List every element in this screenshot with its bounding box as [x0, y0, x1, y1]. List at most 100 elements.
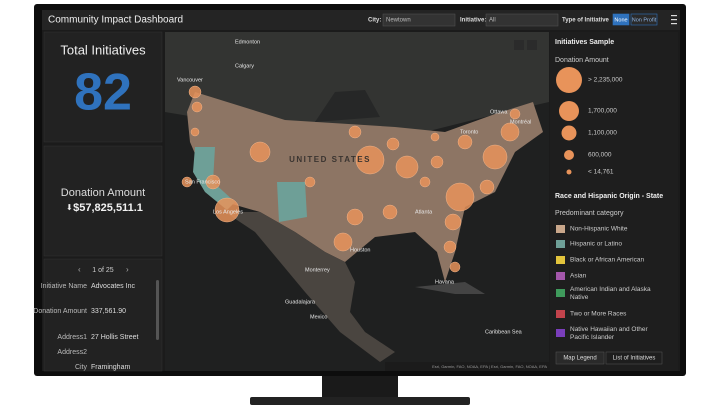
donation-bubble[interactable] [443, 240, 457, 254]
detail-label: Address2 [57, 349, 87, 356]
category-swatch [556, 289, 565, 297]
size-symbol [556, 67, 582, 93]
place-label: San Francisco [185, 179, 220, 185]
next-arrow[interactable]: › [126, 265, 129, 274]
locate-button[interactable] [527, 40, 537, 50]
donation-bubble[interactable] [509, 108, 521, 120]
donation-bubble[interactable] [430, 155, 444, 169]
donation-bubble[interactable] [419, 176, 431, 188]
legend-tab[interactable] [555, 351, 605, 365]
size-symbol [566, 169, 572, 175]
category-label: Black or African American [570, 257, 644, 264]
home-button[interactable] [514, 40, 524, 50]
size-symbol [561, 125, 577, 141]
menu-icon[interactable] [671, 15, 677, 25]
size-label: > 2,235,000 [588, 77, 623, 84]
type-button[interactable] [612, 13, 630, 26]
category-swatch [556, 256, 565, 264]
initiative-dropdown[interactable] [485, 13, 559, 27]
size-label: < 14,761 [588, 169, 614, 176]
donation-bubble[interactable] [304, 176, 316, 188]
donation-bubble[interactable] [333, 232, 353, 252]
place-label: Vancouver [177, 77, 203, 83]
donation-bubble[interactable] [346, 208, 364, 226]
size-symbol [564, 150, 574, 160]
monitor-neck [322, 376, 398, 398]
donation-bubble[interactable] [449, 261, 461, 273]
cuba [415, 282, 485, 294]
donation-bubble[interactable] [190, 127, 200, 137]
place-label: Mexico [310, 314, 327, 320]
category-label: American Indian and Alaska Native [570, 286, 651, 301]
place-label: Houston [350, 247, 371, 253]
place-label: Guadalajara [285, 299, 316, 305]
menu-line [671, 15, 677, 17]
donation-bubble[interactable] [395, 155, 419, 179]
total-title: Total Initiatives [60, 42, 146, 57]
category-swatch [556, 272, 565, 280]
place-label: Havana [435, 279, 455, 285]
donation-bubble[interactable] [479, 179, 495, 195]
donation-bubble[interactable] [444, 213, 462, 231]
category-swatch [556, 225, 565, 233]
place-label: Ottawa [490, 109, 508, 115]
menu-line [671, 19, 677, 21]
total-panel [43, 31, 163, 143]
category-title: Race and Hispanic Origin - State [555, 193, 663, 200]
legend-tab-label: Map Legend [563, 356, 596, 362]
type-button[interactable] [630, 13, 658, 26]
menu-line [671, 23, 677, 25]
prev-arrow[interactable]: ‹ [78, 265, 81, 274]
size-label: 600,000 [588, 152, 612, 159]
donation-bubble[interactable] [249, 141, 271, 163]
total-value: 82 [74, 64, 132, 122]
donation-panel [43, 145, 163, 257]
dashboard-title: Community Impact Dashboard [48, 15, 183, 26]
donation-title: Donation Amount [61, 187, 145, 199]
category-subtitle: Predominant category [555, 210, 624, 217]
donation-bubble[interactable] [188, 85, 202, 99]
legend-tab[interactable] [605, 351, 663, 365]
size-title: Donation Amount [555, 57, 609, 64]
city-label: City: [368, 18, 381, 24]
country-label: UNITED STATES [289, 155, 371, 164]
donation-bubble[interactable] [482, 144, 508, 170]
detail-label: Donation Amount [33, 308, 87, 315]
donation-bubble[interactable] [191, 101, 203, 113]
category-label: Hispanic or Latino [570, 241, 622, 248]
donation-bubble[interactable] [430, 132, 440, 142]
donation-bubble[interactable] [214, 197, 240, 223]
category-swatch [556, 329, 565, 337]
donation-value: $57,825,511.1 [73, 202, 143, 214]
attribution-bg [385, 362, 549, 371]
details-panel [43, 258, 163, 372]
place-label: Monterrey [305, 267, 330, 273]
size-symbol [559, 101, 579, 121]
detail-value: Advocates Inc [91, 283, 135, 290]
city-value: Newtown [386, 18, 411, 24]
donation-bubble[interactable] [386, 137, 400, 151]
category-swatch [556, 310, 565, 318]
donation-bubble[interactable] [445, 182, 475, 212]
detail-value: Framingham [91, 364, 130, 371]
donation-bubble[interactable] [181, 176, 193, 188]
donation-bubble[interactable] [348, 125, 362, 139]
donation-bubble[interactable] [457, 134, 473, 150]
place-label: Los Angeles [213, 209, 243, 215]
hudson-area [315, 90, 380, 122]
mexico [225, 212, 395, 362]
scrollbar[interactable] [156, 280, 159, 340]
donation-bubble[interactable] [355, 145, 385, 175]
legend-title: Initiatives Sample [555, 39, 614, 46]
donation-bubble[interactable] [382, 204, 398, 220]
pager: 1 of 25 [92, 267, 114, 274]
donation-icon: ⬇ [66, 203, 73, 212]
donation-bubble[interactable] [500, 122, 520, 142]
initiative-value: All [489, 18, 496, 24]
state-california [193, 147, 235, 210]
donation-bubble[interactable] [205, 174, 221, 190]
map[interactable]: UNITED STATES Edmonton Calgary Vancouver To… [165, 32, 549, 371]
state-new-mexico [277, 182, 307, 222]
city-dropdown[interactable] [382, 13, 456, 27]
